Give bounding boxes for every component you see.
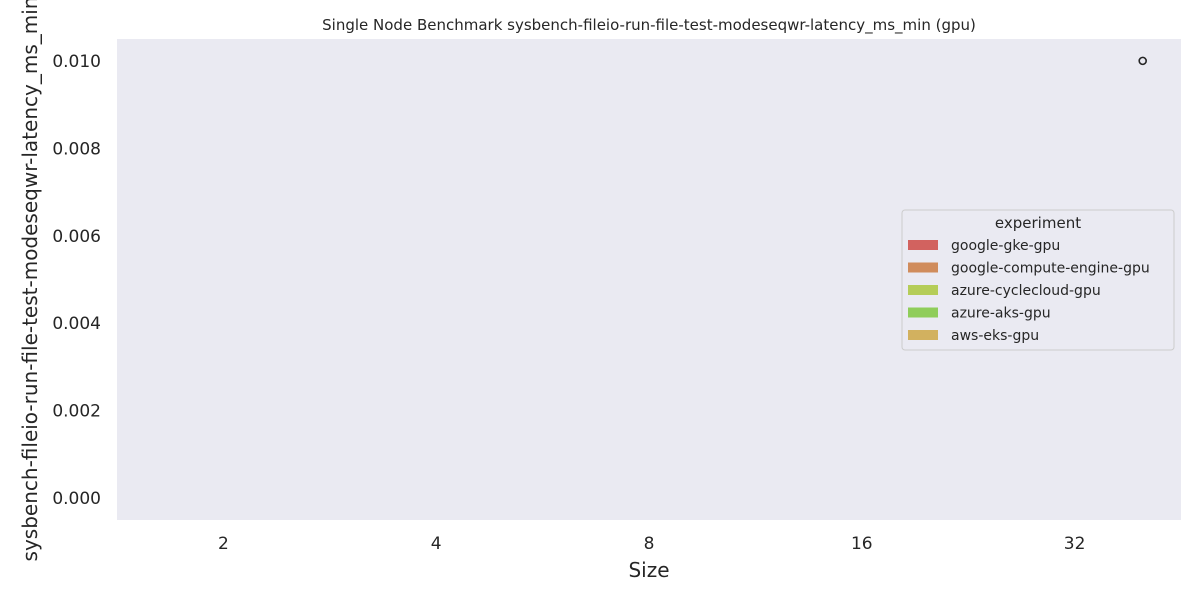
legend-swatch	[908, 262, 938, 273]
y-tick-label: 0.000	[52, 489, 101, 509]
legend-swatch	[908, 330, 938, 340]
outliers	[1138, 56, 1147, 66]
x-axis: 2 4 8 16 32	[218, 534, 1085, 554]
chart-title: Single Node Benchmark sysbench-fileio-ru…	[322, 16, 976, 35]
legend-label: aws-eks-gpu	[951, 328, 1039, 344]
legend-swatch	[908, 240, 938, 250]
y-axis: 0.000 0.002 0.004 0.006 0.008 0.010	[52, 52, 101, 509]
y-tick-label: 0.008	[52, 139, 101, 159]
legend-label: google-compute-engine-gpu	[951, 261, 1150, 277]
x-axis-label: Size	[628, 558, 669, 582]
legend-title: experiment	[995, 214, 1081, 232]
legend-frame	[901, 209, 1175, 351]
y-tick-label: 0.002	[52, 402, 101, 422]
x-tick-label: 16	[851, 534, 873, 554]
legend-swatch	[908, 285, 938, 295]
y-axis-label: sysbench-fileio-run-file-test-modeseqwr-…	[18, 0, 42, 561]
legend-label: azure-aks-gpu	[951, 306, 1051, 322]
legend-swatch	[908, 307, 938, 318]
x-tick-label: 8	[644, 534, 655, 554]
y-tick-label: 0.004	[52, 314, 101, 334]
x-tick-label: 32	[1064, 534, 1086, 554]
x-tick-label: 2	[218, 534, 229, 554]
legend: experiment google-gke-gpu google-compute-…	[901, 209, 1175, 351]
outlier-point	[1138, 56, 1147, 66]
x-tick-label: 4	[431, 534, 442, 554]
legend-label: azure-cyclecloud-gpu	[951, 283, 1101, 299]
legend-label: google-gke-gpu	[951, 238, 1060, 254]
y-tick-label: 0.006	[52, 227, 101, 247]
y-tick-label: 0.010	[52, 52, 101, 72]
